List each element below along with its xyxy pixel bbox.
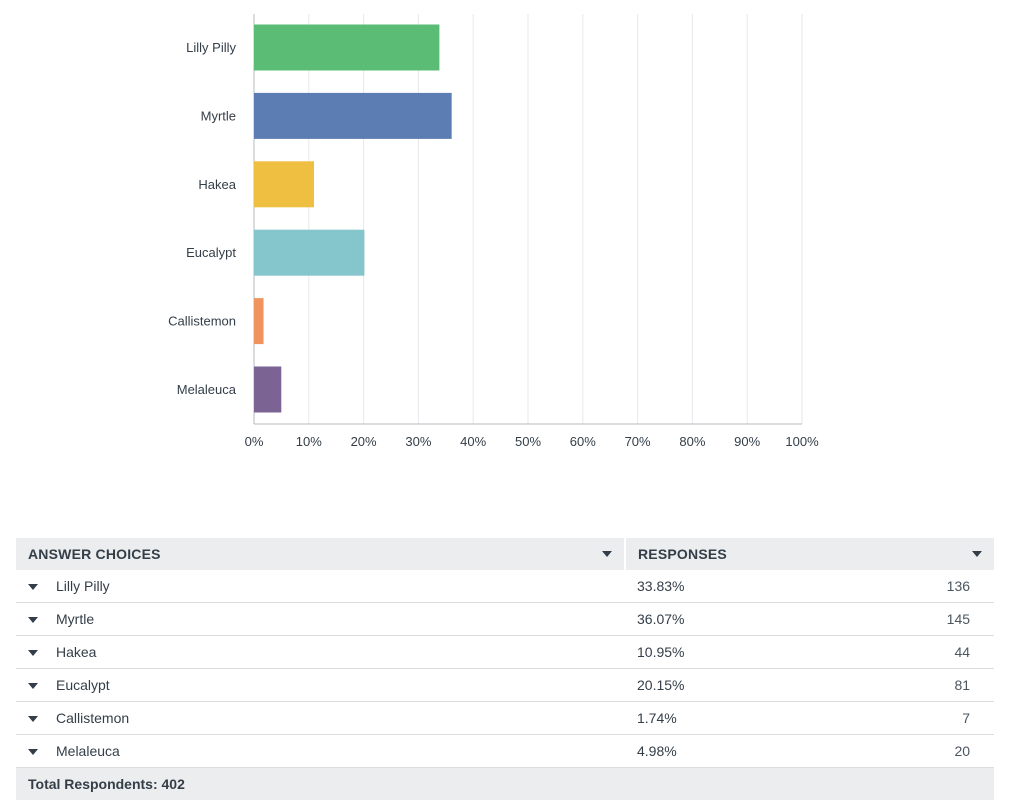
choice-label: Melaleuca bbox=[56, 743, 120, 759]
bar[interactable] bbox=[254, 366, 282, 413]
percent-cell: 10.95% bbox=[625, 635, 845, 669]
tick-label: 80% bbox=[679, 434, 705, 449]
expand-caret-icon[interactable] bbox=[28, 683, 38, 690]
category-label: Lilly Pilly bbox=[186, 40, 236, 55]
tick-label: 40% bbox=[460, 434, 486, 449]
count-cell: 7 bbox=[845, 701, 995, 735]
table-row: Eucalypt 20.15% 81 bbox=[16, 668, 995, 702]
bar[interactable] bbox=[254, 229, 365, 276]
tick-label: 50% bbox=[515, 434, 541, 449]
tick-label: 70% bbox=[625, 434, 651, 449]
answer-choices-header-label: ANSWER CHOICES bbox=[28, 546, 161, 562]
responses-header-label: RESPONSES bbox=[638, 546, 727, 562]
table-row: Myrtle 36.07% 145 bbox=[16, 602, 995, 636]
table-row: Callistemon 1.74% 7 bbox=[16, 701, 995, 735]
percent-cell: 1.74% bbox=[625, 701, 845, 735]
table-footer-row: Total Respondents: 402 bbox=[16, 767, 995, 800]
choice-label: Callistemon bbox=[56, 710, 130, 726]
tick-label: 30% bbox=[405, 434, 431, 449]
choice-label: Myrtle bbox=[56, 611, 95, 627]
expand-caret-icon[interactable] bbox=[28, 650, 38, 657]
bar[interactable] bbox=[254, 161, 315, 208]
responses-header[interactable]: RESPONSES bbox=[625, 538, 995, 570]
choice-cell: Lilly Pilly bbox=[16, 570, 625, 603]
choice-cell: Hakea bbox=[16, 635, 625, 669]
choice-label: Eucalypt bbox=[56, 677, 110, 693]
bar-chart: Lilly Pilly Myrtle Hakea Eucalypt Callistemo… bbox=[168, 14, 819, 449]
tick-label: 20% bbox=[351, 434, 377, 449]
percent-cell: 4.98% bbox=[625, 734, 845, 768]
grid-lines bbox=[253, 14, 803, 425]
sort-caret-icon[interactable] bbox=[972, 551, 983, 557]
choice-cell: Callistemon bbox=[16, 701, 625, 735]
bars bbox=[254, 24, 452, 413]
count-cell: 44 bbox=[845, 635, 995, 669]
choice-cell: Myrtle bbox=[16, 602, 625, 636]
count-cell: 81 bbox=[845, 668, 995, 702]
table-header-row: ANSWER CHOICES RESPONSES bbox=[16, 538, 995, 570]
sort-caret-icon[interactable] bbox=[602, 551, 612, 557]
category-label: Eucalypt bbox=[186, 245, 236, 260]
table-row: Hakea 10.95% 44 bbox=[16, 635, 995, 669]
table-row: Lilly Pilly 33.83% 136 bbox=[16, 570, 995, 603]
percent-cell: 36.07% bbox=[625, 602, 845, 636]
tick-label: 60% bbox=[570, 434, 596, 449]
choice-cell: Melaleuca bbox=[16, 734, 625, 768]
bar[interactable] bbox=[254, 298, 264, 345]
tick-label: 100% bbox=[785, 434, 819, 449]
expand-caret-icon[interactable] bbox=[28, 617, 38, 624]
tick-label: 0% bbox=[245, 434, 264, 449]
category-label: Myrtle bbox=[201, 108, 236, 123]
expand-caret-icon[interactable] bbox=[28, 716, 38, 723]
tick-labels: 0% 10% 20% 30% 40% 50% 60% 70% 80% 90% 100% bbox=[245, 434, 819, 449]
bar[interactable] bbox=[254, 92, 452, 139]
total-respondents: Total Respondents: 402 bbox=[16, 767, 995, 800]
category-label: Callistemon bbox=[168, 314, 236, 329]
percent-cell: 20.15% bbox=[625, 668, 845, 702]
tick-label: 90% bbox=[734, 434, 760, 449]
table-row: Melaleuca 4.98% 20 bbox=[16, 734, 995, 768]
choice-label: Lilly Pilly bbox=[56, 578, 110, 594]
choice-cell: Eucalypt bbox=[16, 668, 625, 702]
choice-label: Hakea bbox=[56, 644, 97, 660]
tick-label: 10% bbox=[296, 434, 322, 449]
results-table: ANSWER CHOICES RESPONSES Lilly Pilly 33.… bbox=[16, 538, 995, 800]
category-labels: Lilly Pilly Myrtle Hakea Eucalypt Callistemo… bbox=[168, 40, 237, 397]
category-label: Melaleuca bbox=[177, 382, 237, 397]
expand-caret-icon[interactable] bbox=[28, 749, 38, 756]
count-cell: 136 bbox=[845, 570, 995, 603]
answer-choices-header[interactable]: ANSWER CHOICES bbox=[16, 538, 626, 570]
category-label: Hakea bbox=[198, 177, 236, 192]
expand-caret-icon[interactable] bbox=[28, 584, 38, 591]
bar[interactable] bbox=[254, 24, 440, 71]
count-cell: 145 bbox=[845, 602, 995, 636]
percent-cell: 33.83% bbox=[625, 570, 845, 603]
count-cell: 20 bbox=[845, 734, 995, 768]
